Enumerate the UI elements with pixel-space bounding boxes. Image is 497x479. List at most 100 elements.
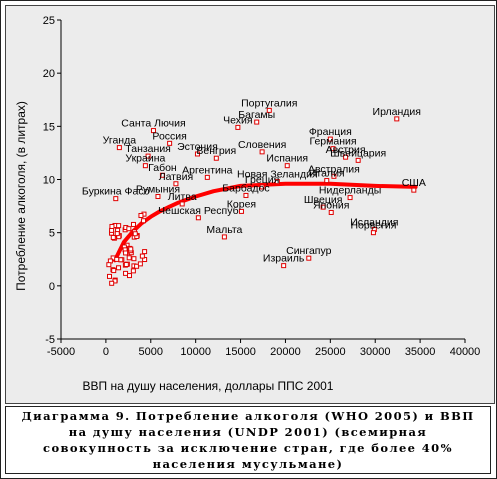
data-point bbox=[306, 255, 312, 261]
caption-line-3: совокупность за исключение стран, где бо… bbox=[43, 441, 453, 455]
data-point bbox=[238, 208, 244, 214]
cluster-point bbox=[109, 280, 115, 286]
point-label: Чехия bbox=[223, 114, 252, 126]
data-point bbox=[235, 124, 241, 130]
data-point bbox=[330, 146, 336, 152]
x-tick-label: -5000 bbox=[47, 346, 75, 358]
point-label: Украина bbox=[125, 153, 165, 165]
point-label: Нидерланды bbox=[319, 185, 381, 197]
data-point bbox=[324, 178, 330, 184]
cluster-point bbox=[132, 231, 138, 237]
cluster-point bbox=[109, 227, 115, 233]
point-label: Танзания bbox=[125, 143, 171, 155]
y-tick-label: 0 bbox=[49, 281, 55, 293]
point-label: Швеция bbox=[304, 194, 343, 206]
cluster-point bbox=[128, 246, 134, 252]
point-label: Румыния bbox=[136, 184, 180, 196]
data-point bbox=[343, 154, 349, 160]
cluster-point bbox=[130, 221, 136, 227]
cluster-point bbox=[116, 265, 122, 271]
y-tick-label: 20 bbox=[43, 68, 55, 80]
cluster-point bbox=[126, 255, 132, 261]
point-label: Норвегия bbox=[350, 220, 396, 232]
point-label: Франция bbox=[309, 126, 352, 138]
point-label: Буркина Фасо bbox=[82, 186, 150, 198]
point-label: Багамы bbox=[238, 109, 275, 121]
cluster-point bbox=[141, 218, 147, 224]
cluster-point bbox=[137, 261, 143, 267]
data-point bbox=[327, 136, 333, 142]
y-tick-label: 10 bbox=[43, 175, 55, 187]
data-point bbox=[194, 151, 200, 157]
x-tick-label: 5000 bbox=[139, 346, 163, 358]
point-label: Барбадос bbox=[222, 182, 269, 194]
scatter-plot: -5 0 5 10 15 20 25 -5000 0 5000 10000 15000 20000 250… bbox=[14, 15, 481, 393]
data-point bbox=[150, 128, 156, 134]
cluster-point bbox=[107, 273, 113, 279]
data-point bbox=[281, 263, 287, 269]
x-tick-label: 30000 bbox=[360, 346, 391, 358]
data-point bbox=[394, 116, 400, 122]
data-point bbox=[173, 181, 179, 187]
point-label: Израиль bbox=[263, 253, 305, 265]
point-label: Италия bbox=[309, 168, 345, 180]
y-tick-label: 25 bbox=[43, 15, 55, 27]
x-tick-label: 40000 bbox=[450, 346, 481, 358]
data-point bbox=[411, 187, 417, 193]
caption-line-4: населения мусульмане) bbox=[152, 457, 344, 471]
x-tick-label: 35000 bbox=[405, 346, 436, 358]
y-axis-label: Потребление алкоголя, (в литрах) bbox=[14, 101, 28, 291]
cluster-point bbox=[123, 250, 129, 256]
y-tick-label: 5 bbox=[49, 228, 55, 240]
cluster-point bbox=[110, 234, 116, 240]
point-label: Уганда bbox=[103, 135, 137, 147]
data-point bbox=[370, 230, 376, 236]
data-point bbox=[155, 194, 161, 200]
point-label: Мальта bbox=[206, 224, 242, 236]
point-label: Австрия bbox=[326, 144, 366, 156]
point-label: Эстония bbox=[177, 141, 218, 153]
data-point bbox=[355, 157, 361, 163]
point-label: Сингапур bbox=[286, 245, 332, 257]
caption-line-2: на душу населения (UNDP 2001) (всемирная bbox=[68, 425, 428, 439]
point-label: Япония bbox=[313, 199, 349, 211]
data-point bbox=[179, 201, 185, 207]
point-label: Швейцария bbox=[330, 147, 386, 159]
data-point bbox=[213, 155, 219, 161]
data-point bbox=[328, 209, 334, 215]
data-point bbox=[259, 184, 265, 190]
point-label: Санта Лючия bbox=[121, 118, 185, 130]
point-label: Ирландия bbox=[373, 106, 421, 118]
data-point bbox=[113, 196, 119, 202]
point-label: Чешская Респуб bbox=[158, 205, 238, 217]
cluster-point bbox=[131, 256, 137, 262]
point-label: Аргентина bbox=[182, 164, 233, 176]
data-point bbox=[142, 163, 148, 169]
x-tick-label: 0 bbox=[103, 346, 109, 358]
cluster-point bbox=[123, 270, 129, 276]
point-label: Словения bbox=[238, 139, 286, 151]
cluster-point bbox=[139, 253, 145, 259]
data-point bbox=[284, 163, 290, 169]
point-label: Литва bbox=[168, 191, 197, 203]
point-label: Португалия bbox=[241, 97, 297, 109]
cluster-point bbox=[118, 257, 124, 263]
point-label: Греция bbox=[245, 174, 279, 186]
point-label: Латвия bbox=[159, 171, 193, 183]
cluster-point bbox=[138, 213, 144, 219]
point-label: Корея bbox=[227, 198, 256, 210]
data-point bbox=[259, 149, 265, 155]
y-tick-label: 15 bbox=[43, 121, 55, 133]
cluster-point bbox=[111, 268, 117, 274]
figure-caption: Диаграмма 9. Потребление алкоголя (WHO 2… bbox=[5, 406, 491, 474]
data-point bbox=[145, 153, 151, 159]
point-label: Россия bbox=[152, 130, 186, 142]
cluster-point bbox=[116, 223, 122, 229]
x-tick-label: 15000 bbox=[225, 346, 256, 358]
cluster-point bbox=[126, 226, 132, 232]
cluster-point bbox=[126, 273, 132, 279]
data-point bbox=[254, 119, 260, 125]
cluster-point bbox=[114, 231, 120, 237]
cluster-point bbox=[109, 223, 115, 229]
